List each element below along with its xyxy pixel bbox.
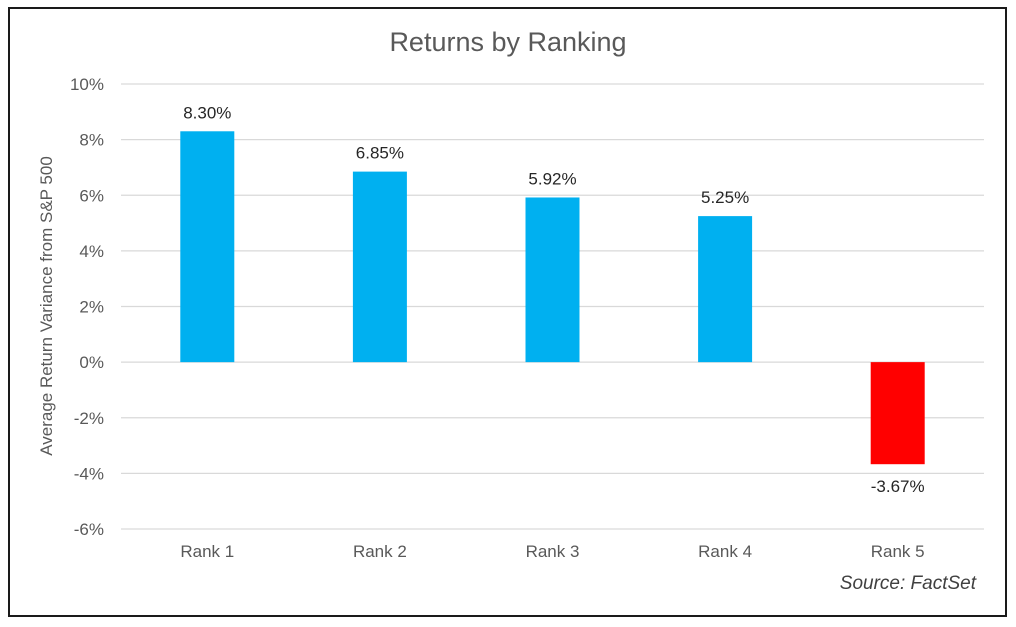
y-tick-label: 6% [79, 186, 104, 205]
data-label: 5.25% [701, 188, 749, 207]
data-label: -3.67% [871, 477, 925, 496]
y-tick-label: -4% [74, 464, 104, 483]
chart-frame [8, 7, 1007, 617]
y-tick-label: 4% [79, 242, 104, 261]
chart-title: Returns by Ranking [389, 27, 627, 57]
x-category-label: Rank 3 [526, 542, 580, 561]
data-label: 8.30% [183, 103, 231, 122]
bar-2 [352, 171, 407, 363]
bar-3 [525, 197, 580, 363]
bar-5 [870, 362, 925, 465]
bar-4 [698, 216, 753, 363]
y-tick-label: 10% [70, 75, 104, 94]
y-tick-label: 8% [79, 131, 104, 150]
bar-1 [180, 131, 235, 363]
y-tick-label: 2% [79, 298, 104, 317]
data-label: 6.85% [356, 144, 404, 163]
source-note: Source: FactSet [839, 573, 976, 594]
y-tick-label: -2% [74, 409, 104, 428]
y-tick-label: 0% [79, 353, 104, 372]
x-category-label: Rank 2 [353, 542, 407, 561]
x-category-label: Rank 5 [871, 542, 925, 561]
x-category-label: Rank 1 [180, 542, 234, 561]
x-category-label: Rank 4 [698, 542, 752, 561]
data-label: 5.92% [528, 169, 576, 188]
y-tick-label: -6% [74, 520, 104, 539]
